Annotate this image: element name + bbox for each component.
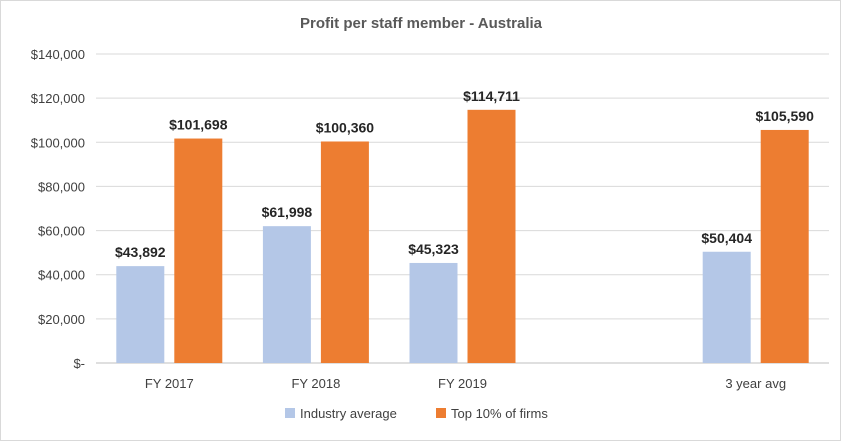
legend-swatch — [436, 408, 446, 418]
y-tick-label: $120,000 — [31, 91, 85, 106]
x-axis: FY 2017 FY 2018 FY 2019 3 year avg — [145, 376, 786, 391]
y-tick-label: $- — [73, 356, 85, 371]
y-tick-label: $40,000 — [38, 268, 85, 283]
bar-top-10-percent — [760, 129, 809, 363]
y-tick-label: $60,000 — [38, 224, 85, 239]
legend-label: Top 10% of firms — [451, 406, 548, 421]
x-category-label: FY 2017 — [145, 376, 194, 391]
y-tick-label: $80,000 — [38, 179, 85, 194]
bar-industry-average — [262, 226, 311, 363]
y-axis: $- $20,000 $40,000 $60,000 $80,000 $100,000 $1… — [31, 47, 85, 371]
data-label: $43,892 — [115, 244, 166, 260]
bar-industry-average — [409, 262, 458, 363]
bar-industry-average — [702, 251, 751, 363]
bar-industry-average — [116, 266, 165, 363]
y-tick-label: $140,000 — [31, 47, 85, 62]
bars: $43,892 $101,698 $61,998 $100,360 $45,323 $11… — [115, 88, 814, 363]
x-category-label: FY 2018 — [291, 376, 340, 391]
data-label: $105,590 — [755, 108, 814, 124]
legend-label: Industry average — [300, 406, 397, 421]
data-label: $101,698 — [169, 117, 228, 133]
bar-top-10-percent — [174, 138, 223, 363]
data-label: $114,711 — [463, 88, 520, 104]
y-tick-label: $20,000 — [38, 312, 85, 327]
y-tick-label: $100,000 — [31, 135, 85, 150]
legend: Industry average Top 10% of firms — [285, 406, 548, 421]
data-label: $45,323 — [408, 241, 459, 257]
x-category-label: FY 2019 — [438, 376, 487, 391]
bar-top-10-percent — [467, 109, 516, 363]
bar-top-10-percent — [320, 141, 369, 363]
x-category-label: 3 year avg — [725, 376, 786, 391]
data-label: $61,998 — [262, 204, 313, 220]
chart-title: Profit per staff member - Australia — [300, 15, 543, 32]
data-label: $100,360 — [316, 119, 375, 135]
legend-swatch — [285, 408, 295, 418]
data-label: $50,404 — [701, 230, 752, 246]
